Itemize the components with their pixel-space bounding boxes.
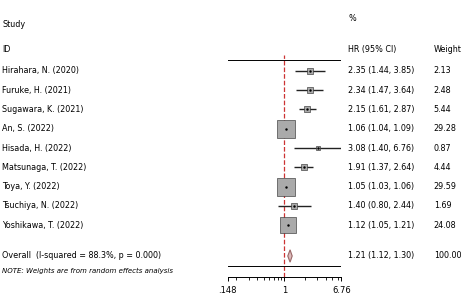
Text: HR (95% CI): HR (95% CI)	[348, 45, 397, 54]
Text: Tsuchiya, N. (2022): Tsuchiya, N. (2022)	[2, 201, 79, 210]
Text: NOTE: Weights are from random effects analysis: NOTE: Weights are from random effects an…	[2, 267, 173, 274]
Text: 29.28: 29.28	[434, 124, 456, 133]
Text: 100.00: 100.00	[434, 252, 461, 261]
Text: 2.48: 2.48	[434, 86, 451, 95]
Text: ID: ID	[2, 45, 11, 54]
Text: 3.08 (1.40, 6.76): 3.08 (1.40, 6.76)	[348, 144, 415, 152]
Text: 5.44: 5.44	[434, 105, 451, 114]
Text: 1.21 (1.12, 1.30): 1.21 (1.12, 1.30)	[348, 252, 415, 261]
Text: Sugawara, K. (2021): Sugawara, K. (2021)	[2, 105, 84, 114]
Text: 1.40 (0.80, 2.44): 1.40 (0.80, 2.44)	[348, 201, 415, 210]
Text: Hisada, H. (2022): Hisada, H. (2022)	[2, 144, 72, 152]
Text: Yoshikawa, T. (2022): Yoshikawa, T. (2022)	[2, 221, 84, 230]
Text: Matsunaga, T. (2022): Matsunaga, T. (2022)	[2, 163, 87, 172]
Text: 1.12 (1.05, 1.21): 1.12 (1.05, 1.21)	[348, 221, 415, 230]
Text: 2.35 (1.44, 3.85): 2.35 (1.44, 3.85)	[348, 66, 415, 75]
Text: 1.91 (1.37, 2.64): 1.91 (1.37, 2.64)	[348, 163, 415, 172]
Text: Hirahara, N. (2020): Hirahara, N. (2020)	[2, 66, 79, 75]
Text: 2.13: 2.13	[434, 66, 451, 75]
Text: 2.15 (1.61, 2.87): 2.15 (1.61, 2.87)	[348, 105, 415, 114]
Polygon shape	[288, 250, 292, 262]
Text: Furuke, H. (2021): Furuke, H. (2021)	[2, 86, 72, 95]
Text: %: %	[348, 14, 356, 23]
Text: Toya, Y. (2022): Toya, Y. (2022)	[2, 182, 60, 191]
Text: 1.06 (1.04, 1.09): 1.06 (1.04, 1.09)	[348, 124, 415, 133]
Text: 24.08: 24.08	[434, 221, 456, 230]
Text: 1.69: 1.69	[434, 201, 451, 210]
Text: 4.44: 4.44	[434, 163, 451, 172]
Text: Overall  (I-squared = 88.3%, p = 0.000): Overall (I-squared = 88.3%, p = 0.000)	[2, 252, 162, 261]
Text: 2.34 (1.47, 3.64): 2.34 (1.47, 3.64)	[348, 86, 415, 95]
Text: An, S. (2022): An, S. (2022)	[2, 124, 55, 133]
Text: 29.59: 29.59	[434, 182, 457, 191]
Text: Study: Study	[2, 20, 26, 29]
Text: Weight: Weight	[434, 45, 462, 54]
Text: 0.87: 0.87	[434, 144, 451, 152]
Text: 1.05 (1.03, 1.06): 1.05 (1.03, 1.06)	[348, 182, 415, 191]
